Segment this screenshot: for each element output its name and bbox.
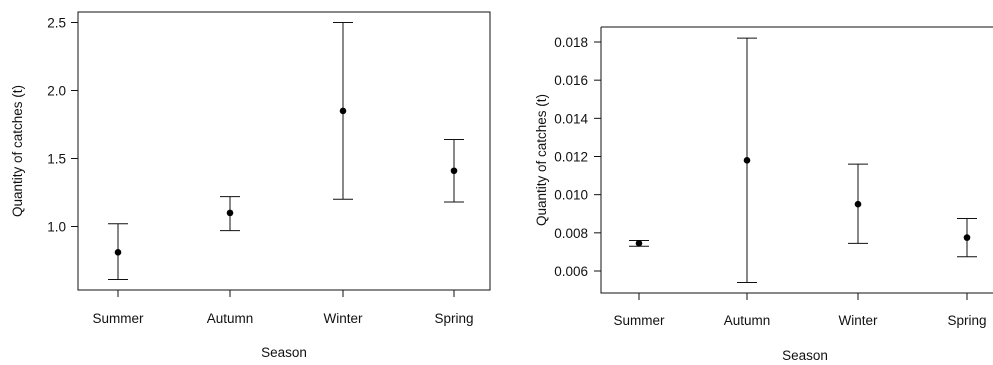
data-point <box>963 234 971 241</box>
data-point <box>339 107 347 115</box>
y-tick-label: 0.008 <box>554 226 588 241</box>
x-tick-label: Spring <box>434 311 473 326</box>
y-tick-label: 1.5 <box>47 152 66 167</box>
data-point <box>450 167 458 175</box>
y-tick-label: 0.018 <box>554 35 588 50</box>
x-tick-label: Summer <box>613 313 665 328</box>
data-point <box>854 200 862 208</box>
y-tick-label: 0.012 <box>554 150 588 165</box>
y-tick-label: 0.006 <box>554 264 588 279</box>
plot-frame <box>77 11 491 291</box>
data-point <box>635 240 643 247</box>
y-tick-label: 0.010 <box>554 188 588 203</box>
right-panel: Season Quantity of catches (t) 0.006 0.00… <box>534 26 993 363</box>
x-tick-label: Summer <box>92 311 144 326</box>
y-axis-label: Quantity of catches (t) <box>534 94 549 226</box>
data-point <box>226 209 234 217</box>
x-axis-label: Season <box>782 348 828 363</box>
y-tick-label: 2.5 <box>47 16 66 31</box>
plot-frame <box>600 26 993 294</box>
x-tick-label: Winter <box>838 313 878 328</box>
x-tick-label: Autumn <box>724 313 771 328</box>
x-tick-label: Spring <box>947 313 986 328</box>
x-tick-label: Autumn <box>207 311 254 326</box>
x-tick-label: Winter <box>323 311 363 326</box>
y-tick-label: 1.0 <box>47 220 66 235</box>
y-tick-label: 0.014 <box>554 111 588 126</box>
y-axis-label: Quantity of catches (t) <box>10 85 25 217</box>
x-axis-label: Season <box>261 345 307 360</box>
y-tick-label: 0.016 <box>554 73 588 88</box>
y-tick-label: 2.0 <box>47 84 66 99</box>
left-panel: Season Quantity of catches (t) 1.0 1.5 2.0… <box>10 11 491 360</box>
data-point <box>743 157 751 164</box>
data-point <box>114 249 122 256</box>
